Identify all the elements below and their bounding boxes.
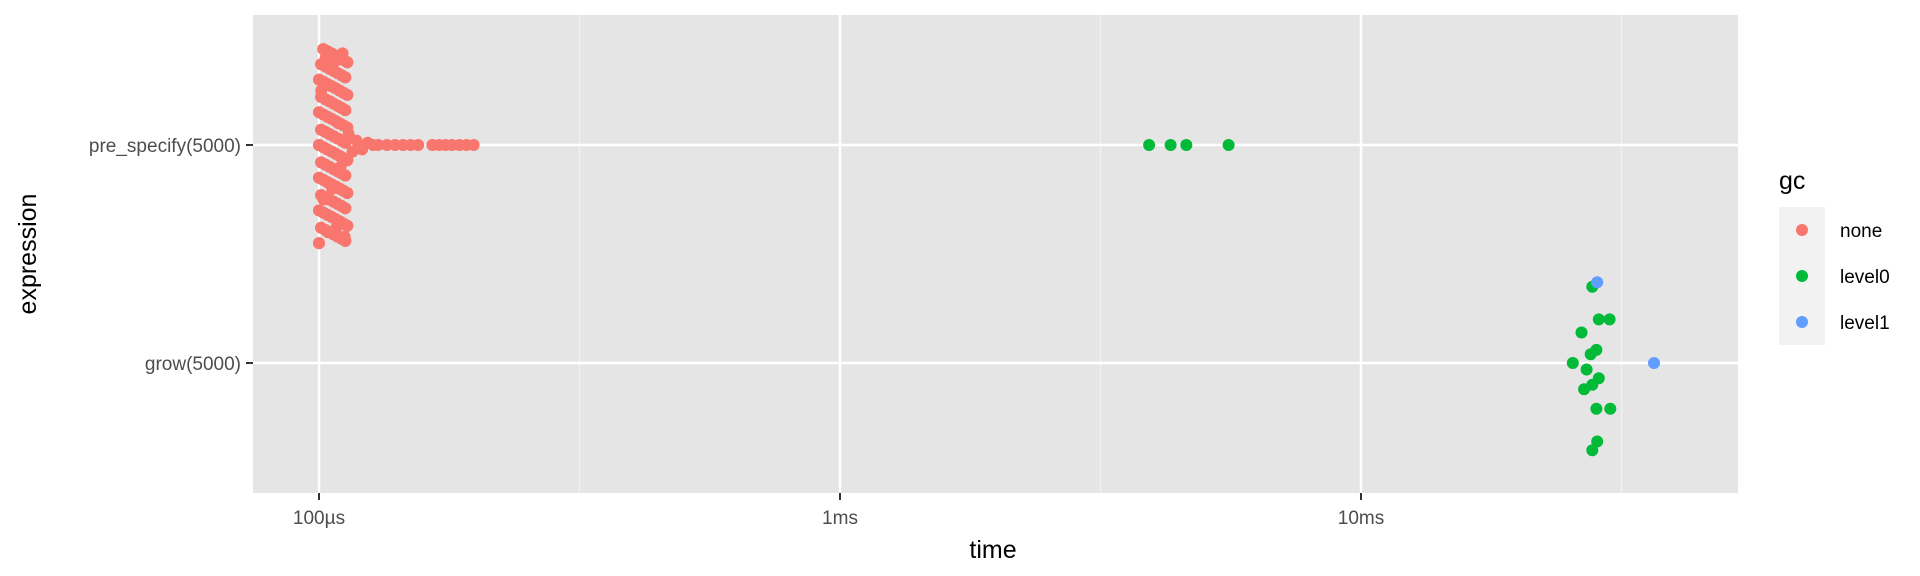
data-point-level0 <box>1584 348 1597 361</box>
data-point-none <box>350 134 363 147</box>
data-point-none <box>333 51 346 64</box>
legend-label-none: none <box>1840 221 1882 242</box>
data-point-none <box>313 237 325 250</box>
data-point-level0 <box>1603 313 1616 326</box>
data-point-none <box>319 224 332 236</box>
data-point-none <box>341 187 354 199</box>
data-point-none <box>313 73 325 86</box>
data-point-level0 <box>1586 444 1599 457</box>
data-point-level0 <box>1164 139 1177 151</box>
data-point-level0 <box>1591 435 1604 448</box>
data-point-level0 <box>1222 139 1235 151</box>
legend-label-level1: level1 <box>1840 313 1890 334</box>
legend: gc none level0 level1 <box>1779 167 1890 345</box>
data-point-level1 <box>1648 357 1660 369</box>
data-point-none <box>341 154 354 167</box>
data-point-none <box>346 145 359 158</box>
data-point-none <box>321 143 334 156</box>
data-point-none <box>341 121 354 134</box>
legend-label-level0: level0 <box>1840 267 1890 288</box>
data-point-level0 <box>1578 383 1591 396</box>
data-point-none <box>323 62 336 75</box>
y-tick-label: grow(5000) <box>145 354 241 375</box>
data-point-none <box>372 139 385 151</box>
x-axis-title: time <box>969 536 1016 564</box>
data-point-level1 <box>1591 276 1604 289</box>
data-point-level0 <box>1580 363 1593 376</box>
legend-key-none <box>1796 224 1808 236</box>
data-point-none <box>331 132 344 145</box>
data-point-level0 <box>1143 139 1156 151</box>
data-point-none <box>327 97 340 110</box>
data-point-level0 <box>1590 402 1603 415</box>
data-point-none <box>412 139 425 151</box>
data-point-none <box>467 139 480 151</box>
legend-key-level1 <box>1796 316 1808 328</box>
legend-title: gc <box>1779 167 1805 195</box>
data-point-none <box>317 108 330 121</box>
data-point-level0 <box>1180 139 1193 151</box>
legend-items: none level0 level1 <box>1796 221 1890 334</box>
x-axis: 100µs 1ms 10ms <box>293 493 1384 529</box>
y-axis: pre_specify(5000) grow(5000) <box>89 136 253 375</box>
data-point-none <box>335 167 348 180</box>
y-axis-title: expression <box>14 194 42 315</box>
data-point-level0 <box>1604 402 1617 415</box>
legend-key-level0 <box>1796 270 1808 282</box>
data-point-none <box>325 178 338 191</box>
y-tick-label: pre_specify(5000) <box>89 136 241 157</box>
data-point-none <box>380 139 393 151</box>
data-point-none <box>315 189 328 202</box>
data-point-none <box>329 213 342 226</box>
data-point-none <box>339 202 352 215</box>
data-point-none <box>337 86 350 99</box>
data-point-none <box>339 234 352 247</box>
data-point-level0 <box>1566 357 1579 369</box>
data-point-level0 <box>1575 326 1588 339</box>
data-point-none <box>341 219 354 232</box>
data-points <box>313 43 1660 457</box>
data-point-level0 <box>1592 313 1605 326</box>
x-tick-label: 10ms <box>1338 508 1384 529</box>
minor-gridlines <box>578 15 1623 493</box>
x-tick-label: 1ms <box>822 508 858 529</box>
x-tick-label: 100µs <box>293 508 345 529</box>
data-point-none <box>339 104 352 117</box>
data-point-none <box>339 71 352 84</box>
plot-panel <box>253 15 1738 493</box>
